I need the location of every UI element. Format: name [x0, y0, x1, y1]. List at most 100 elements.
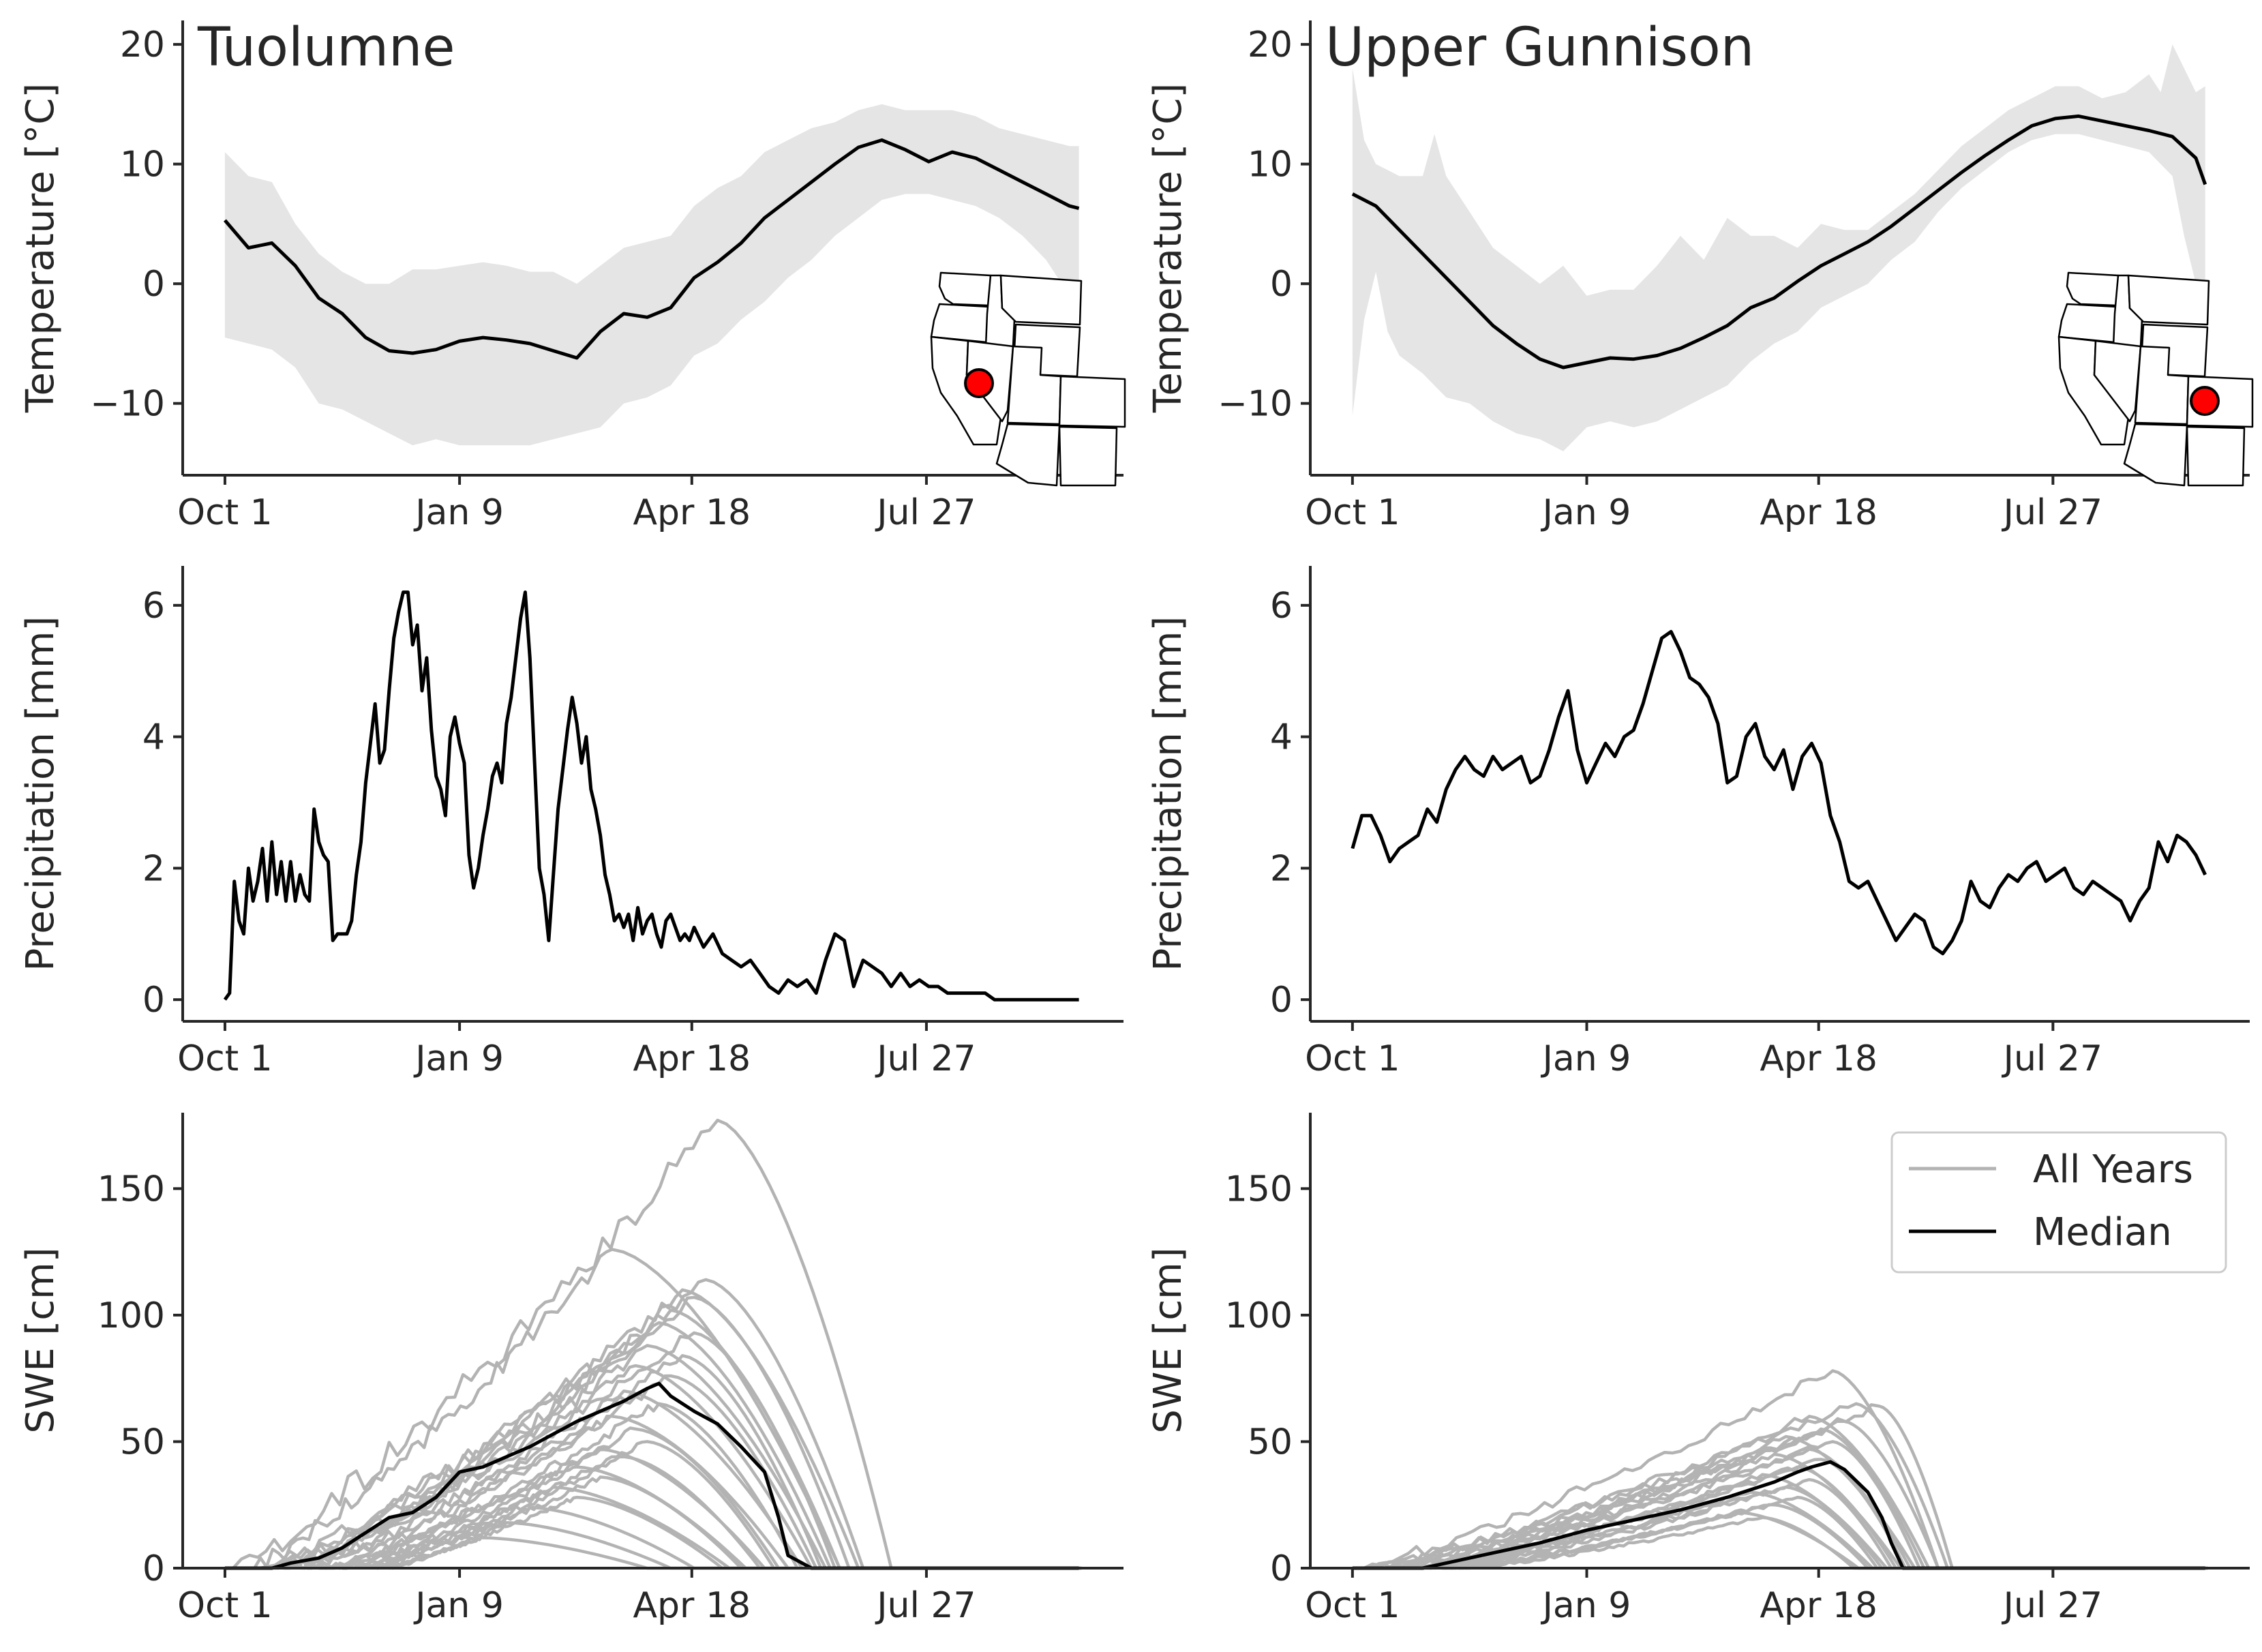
swe-year-line: [1427, 1477, 2208, 1570]
swe-year-line: [224, 1118, 1082, 1570]
panel-title: Tuolumne: [197, 17, 455, 78]
x-tick-label: Jan 9: [1541, 1038, 1631, 1079]
x-tick-label: Oct 1: [177, 1585, 273, 1626]
inset-state-mt: [999, 274, 1083, 326]
inset-state-or: [930, 303, 991, 344]
median-line: [1351, 629, 2207, 956]
swe-year-line: [1441, 1490, 2208, 1570]
median-line: [223, 138, 1080, 360]
inset-state-wa: [938, 271, 992, 307]
x-tick-label: Jul 27: [875, 492, 976, 533]
y-tick-label: −10: [1218, 384, 1293, 425]
swe-year-line: [365, 1505, 1082, 1570]
x-tick-label: Jan 9: [413, 1585, 504, 1626]
x-tick-label: Apr 18: [1760, 1038, 1878, 1079]
x-tick-label: Oct 1: [1305, 492, 1400, 533]
inset-state-nm: [2186, 425, 2246, 487]
swe-year-line: [306, 1354, 1082, 1570]
y-axis-label: SWE [cm]: [18, 1247, 63, 1433]
y-tick-label: 20: [120, 25, 165, 65]
x-tick-label: Oct 1: [177, 1038, 273, 1079]
swe-year-line: [1464, 1516, 2208, 1570]
inset-state-wa: [2066, 271, 2120, 307]
x-tick-label: Jan 9: [413, 492, 504, 533]
y-tick-label: 4: [1270, 717, 1293, 758]
panel-title: Upper Gunnison: [1325, 17, 1754, 78]
swe-year-line: [1380, 1427, 2208, 1570]
y-tick-label: 0: [142, 1548, 165, 1589]
y-tick-label: 100: [97, 1295, 165, 1336]
inset-state-nv: [2093, 340, 2142, 423]
y-tick-label: 20: [1248, 25, 1293, 65]
y-tick-label: 150: [1225, 1169, 1293, 1210]
inset-state-nm: [1058, 425, 1118, 487]
swe-year-line: [284, 1295, 1082, 1570]
x-tick-label: Jul 27: [875, 1585, 976, 1626]
median-line: [1351, 114, 2207, 370]
swe-year-line: [318, 1426, 1082, 1570]
x-tick-label: Apr 18: [1760, 492, 1878, 533]
inset-map: [930, 271, 1126, 487]
y-tick-label: 10: [120, 145, 165, 185]
y-axis-label: Temperature [°C]: [18, 83, 63, 413]
y-axis-label: SWE [cm]: [1146, 1247, 1190, 1433]
swe-year-line: [1387, 1420, 2208, 1570]
panel-tuolumne-precipitation: 0 2 4 6 Oct 1 Jan 9 Apr 18 Jul 27 Precipitation …: [18, 566, 1124, 1079]
x-tick-label: Jul 27: [875, 1038, 976, 1079]
x-tick-label: Jan 9: [413, 1038, 504, 1079]
y-tick-label: 0: [142, 980, 165, 1021]
inset-state-mt: [2127, 274, 2210, 326]
x-tick-label: Oct 1: [1305, 1038, 1400, 1079]
y-tick-label: 10: [1248, 145, 1293, 185]
swe-year-line: [377, 1535, 1082, 1570]
y-tick-label: 2: [142, 848, 165, 889]
y-tick-label: 50: [1248, 1422, 1293, 1462]
x-tick-label: Jul 27: [2002, 1585, 2102, 1626]
y-axis-label: Temperature [°C]: [1146, 83, 1190, 413]
x-tick-label: Apr 18: [1760, 1585, 1878, 1626]
range-band: [224, 104, 1079, 446]
panel-tuolumne-swe: 0 50 100 150 Oct 1 Jan 9 Apr 18 Jul 27 SWE [cm]: [18, 1113, 1124, 1626]
y-tick-label: 100: [1225, 1295, 1293, 1336]
x-tick-label: Oct 1: [1305, 1585, 1400, 1626]
swe-year-line: [365, 1475, 1082, 1570]
x-tick-label: Jan 9: [1541, 492, 1631, 533]
x-tick-label: Apr 18: [633, 492, 751, 533]
x-tick-label: Oct 1: [177, 492, 273, 533]
panel-upper-gunnison-temperature: −10 0 10 20 Oct 1 Jan 9 Apr 18 Jul 27 Temperatur…: [1146, 17, 2254, 533]
x-tick-label: Apr 18: [633, 1585, 751, 1626]
range-band: [1352, 44, 2205, 451]
y-tick-label: 4: [142, 717, 165, 758]
y-tick-label: 6: [1270, 586, 1293, 627]
x-tick-label: Jul 27: [2002, 1038, 2102, 1079]
x-tick-label: Jan 9: [1541, 1585, 1631, 1626]
y-tick-label: 50: [120, 1422, 165, 1462]
panel-upper-gunnison-swe: 0 50 100 150 Oct 1 Jan 9 Apr 18 Jul 27 SWE [cm]: [1146, 1113, 2250, 1626]
y-tick-label: 0: [1270, 980, 1293, 1021]
location-marker: [2190, 386, 2220, 416]
inset-state-or: [2057, 303, 2118, 344]
legend-label-all-years: All Years: [2033, 1147, 2193, 1192]
median-line: [223, 590, 1079, 1002]
median-line: [224, 1381, 1079, 1570]
inset-state-co: [1058, 375, 1126, 428]
y-tick-label: 0: [1270, 264, 1293, 305]
inset-map: [2057, 271, 2254, 487]
y-tick-label: 2: [1270, 848, 1293, 889]
panel-upper-gunnison-precipitation: 0 2 4 6 Oct 1 Jan 9 Apr 18 Jul 27 Precipitation …: [1146, 566, 2250, 1079]
x-tick-label: Jul 27: [2002, 492, 2102, 533]
y-tick-label: 6: [142, 586, 165, 627]
x-tick-label: Apr 18: [633, 1038, 751, 1079]
y-tick-label: 150: [97, 1169, 165, 1210]
y-tick-label: 0: [1270, 1548, 1293, 1589]
y-axis-label: Precipitation [mm]: [1146, 616, 1190, 972]
y-axis-label: Precipitation [mm]: [18, 616, 63, 972]
y-tick-label: 0: [142, 264, 165, 305]
median-line: [1352, 1460, 2205, 1570]
swe-year-line: [248, 1248, 1082, 1570]
legend: All Years Median: [1890, 1131, 2227, 1274]
swe-year-line: [1370, 1415, 2208, 1570]
legend-label-median: Median: [2033, 1210, 2172, 1255]
